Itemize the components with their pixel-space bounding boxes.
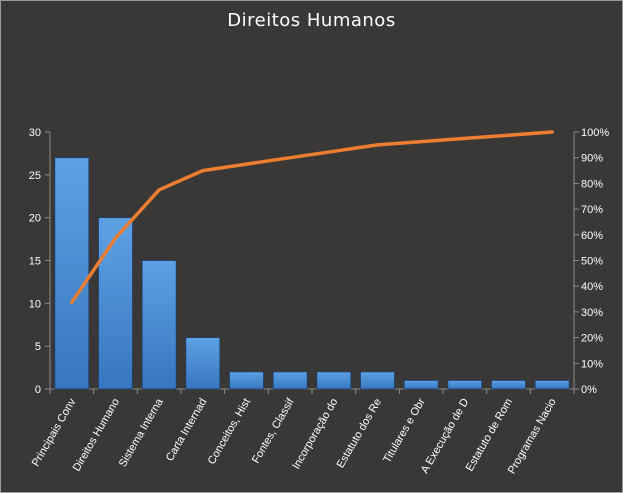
bar [360,371,395,390]
x-tick-label: Conceitos, Hist [206,397,253,467]
x-tick-label: Incorporação do [290,397,340,472]
bar [491,380,526,390]
bar [185,337,221,390]
y-tick-label: 10 [29,298,41,310]
y2-tick-label: 30% [581,307,603,319]
y-tick-label: 30 [29,127,41,139]
bar [141,260,177,390]
y2-tick-label: 100% [581,127,609,139]
bar [403,380,439,390]
x-tick-label: Programas Nacio [506,397,559,477]
y2-tick-label: 20% [581,333,603,345]
y2-tick-label: 50% [581,256,603,268]
y2-tick-label: 70% [581,204,603,216]
x-tick-label: Carta Internad [164,397,210,464]
y2-tick-label: 90% [581,153,603,165]
chart-title: Direitos Humanos [227,10,396,31]
x-tick-label: Sistema Interna [117,396,166,469]
y2-tick-label: 60% [581,230,603,242]
y-tick-label: 0 [35,384,41,396]
x-tick-label: Principais Conv [30,396,79,469]
y2-tick-label: 40% [581,281,603,293]
y-tick-label: 5 [35,341,41,353]
y-tick-label: 20 [29,213,41,225]
bar [272,371,308,390]
bar [316,371,352,390]
bar [54,157,90,390]
x-tick-label: Direitos Humano [71,397,122,474]
x-tick-label: A Execução de D [419,396,472,475]
x-tick-label: Estatuto de Rom [464,397,515,474]
y2-tick-label: 80% [581,178,603,190]
bar [447,380,483,390]
y2-tick-label: 10% [581,358,603,370]
x-tick-label: Fontes, Classif [250,396,297,466]
y-tick-label: 25 [29,170,41,182]
y-tick-label: 15 [29,256,41,268]
y2-tick-label: 0% [581,384,597,396]
bar [534,380,570,390]
bar [229,371,264,390]
x-tick-label: Estatuto dos Re [335,397,385,471]
x-tick-label: Titulares e Obr [381,396,428,465]
cumulative-line [70,130,554,305]
bar [98,217,133,390]
